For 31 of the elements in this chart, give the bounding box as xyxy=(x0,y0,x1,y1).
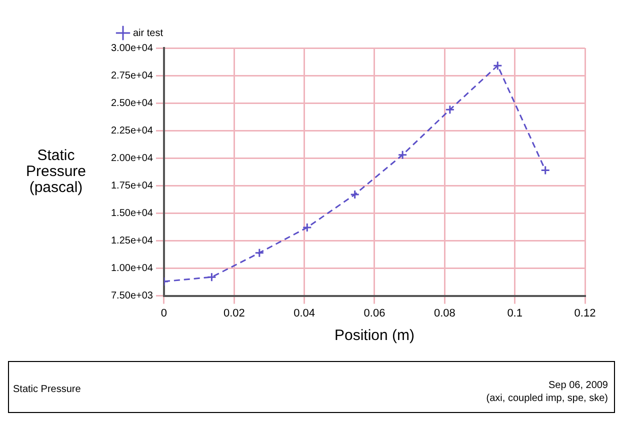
point xyxy=(206,272,216,282)
y-tick-label: 2.25e+04 xyxy=(110,125,154,136)
point xyxy=(254,248,264,258)
x-tick-label: 0.1 xyxy=(507,307,522,320)
y-tick-label: 2.75e+04 xyxy=(110,70,154,82)
text: Static Pressure xyxy=(13,384,81,395)
point xyxy=(398,150,408,160)
y-tick-label: 7.50e+03 xyxy=(110,290,154,302)
point xyxy=(350,190,360,200)
legend-label: air test xyxy=(133,28,164,39)
y-tick-label: 1.75e+04 xyxy=(110,180,154,192)
x-tick-label: 0.04 xyxy=(294,307,316,320)
y-tick-label: 3.00e+04 xyxy=(110,42,154,54)
y-tick-label: 1.50e+04 xyxy=(110,208,154,219)
y-tick-label: 2.00e+04 xyxy=(110,152,154,164)
x-tick-label: 0.02 xyxy=(223,307,245,320)
y-tick-label: 1.25e+04 xyxy=(110,235,154,246)
point xyxy=(302,222,312,232)
point xyxy=(492,60,502,70)
x-tick-label: 0.06 xyxy=(364,307,386,320)
x-tick-label: 0.08 xyxy=(434,307,456,320)
x-axis-title: Position (m) xyxy=(334,327,415,344)
text: Sep 06, 2009 xyxy=(548,380,608,391)
x-tick-label: 0.12 xyxy=(574,307,596,320)
y-tick-label: 1.00e+04 xyxy=(110,263,154,274)
text: (axi, coupled imp, spe, ske) xyxy=(486,393,608,404)
point xyxy=(445,104,455,114)
x-tick-label: 0 xyxy=(160,307,168,320)
point xyxy=(540,166,550,175)
y-tick-label: 2.50e+04 xyxy=(110,98,154,109)
y-axis-title: Static Pressure (pascal) xyxy=(26,147,86,196)
